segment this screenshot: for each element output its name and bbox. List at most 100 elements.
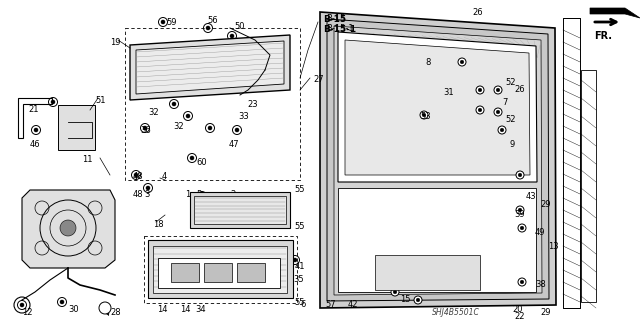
Text: 29: 29: [540, 308, 550, 317]
Polygon shape: [590, 8, 640, 18]
Circle shape: [212, 266, 216, 270]
Circle shape: [208, 126, 212, 130]
Circle shape: [188, 153, 196, 162]
Text: 43: 43: [526, 192, 536, 201]
Circle shape: [170, 243, 179, 253]
Circle shape: [131, 170, 141, 180]
Text: 54: 54: [96, 255, 106, 264]
Circle shape: [500, 128, 504, 132]
Circle shape: [518, 208, 522, 212]
Circle shape: [518, 224, 526, 232]
Text: 49: 49: [535, 228, 545, 237]
Text: 2: 2: [230, 190, 236, 199]
Text: 11: 11: [82, 155, 93, 164]
Text: 1: 1: [185, 190, 190, 199]
Text: 40: 40: [210, 212, 221, 221]
Circle shape: [60, 300, 64, 304]
Text: 44: 44: [171, 248, 182, 257]
Circle shape: [216, 208, 220, 212]
Text: 28: 28: [110, 308, 120, 317]
Text: 10: 10: [28, 195, 38, 204]
Bar: [563, 18, 580, 308]
Circle shape: [172, 102, 176, 106]
Polygon shape: [130, 35, 290, 100]
Circle shape: [31, 125, 40, 135]
Circle shape: [170, 100, 179, 108]
Text: 6: 6: [300, 300, 305, 309]
Polygon shape: [338, 32, 537, 182]
Circle shape: [58, 298, 67, 307]
Text: 7: 7: [502, 98, 508, 107]
Text: 51: 51: [95, 96, 106, 105]
Text: 47: 47: [215, 272, 226, 281]
Circle shape: [293, 258, 297, 262]
Text: 4: 4: [162, 172, 167, 181]
Text: 24: 24: [205, 68, 216, 77]
Circle shape: [186, 114, 190, 118]
Text: 35: 35: [293, 275, 303, 284]
Text: 19: 19: [110, 38, 120, 47]
Circle shape: [156, 88, 160, 92]
Text: 50: 50: [234, 22, 244, 31]
Circle shape: [190, 156, 194, 160]
Polygon shape: [190, 192, 290, 228]
Circle shape: [520, 280, 524, 284]
Circle shape: [478, 108, 482, 112]
Text: 27: 27: [313, 75, 324, 84]
Text: 39: 39: [514, 210, 525, 219]
Text: 48: 48: [133, 190, 143, 199]
Text: 38: 38: [535, 280, 546, 289]
Circle shape: [103, 306, 107, 310]
Text: 47: 47: [229, 140, 239, 149]
Text: 34: 34: [195, 305, 205, 314]
Circle shape: [161, 20, 165, 24]
Circle shape: [214, 205, 223, 214]
Circle shape: [248, 250, 257, 259]
Text: 58: 58: [254, 252, 264, 261]
Polygon shape: [334, 26, 542, 295]
Circle shape: [460, 60, 464, 64]
Text: 41: 41: [295, 262, 305, 271]
Circle shape: [458, 58, 466, 66]
Circle shape: [516, 171, 524, 179]
Circle shape: [86, 110, 90, 114]
Text: 30: 30: [68, 305, 79, 314]
Polygon shape: [58, 105, 95, 150]
Circle shape: [237, 213, 246, 222]
Circle shape: [498, 126, 506, 134]
Text: 37: 37: [150, 88, 161, 97]
Circle shape: [494, 108, 502, 116]
Text: 60: 60: [196, 158, 207, 167]
Text: B-15-1: B-15-1: [323, 25, 356, 34]
Circle shape: [49, 98, 58, 107]
Circle shape: [476, 106, 484, 114]
Circle shape: [232, 125, 241, 135]
Text: B-15: B-15: [323, 15, 346, 24]
Polygon shape: [327, 19, 549, 301]
Circle shape: [86, 141, 90, 145]
Text: 52: 52: [505, 115, 515, 124]
Bar: [581, 70, 596, 302]
Circle shape: [516, 206, 524, 214]
Text: 21: 21: [28, 105, 38, 114]
Text: 17: 17: [148, 278, 159, 287]
Text: 47: 47: [228, 212, 239, 221]
Text: 18: 18: [153, 220, 164, 229]
Text: 9: 9: [510, 140, 515, 149]
Text: 23: 23: [247, 100, 258, 109]
Text: 48: 48: [133, 172, 143, 181]
Polygon shape: [136, 41, 284, 94]
Circle shape: [422, 113, 426, 117]
Circle shape: [476, 86, 484, 94]
Bar: [237, 263, 265, 282]
Bar: [171, 263, 199, 282]
Text: 55: 55: [294, 185, 305, 194]
Text: 46: 46: [30, 140, 40, 149]
Polygon shape: [345, 40, 530, 175]
Circle shape: [64, 110, 68, 114]
Polygon shape: [158, 258, 280, 288]
Circle shape: [520, 226, 524, 230]
Circle shape: [83, 108, 93, 116]
Circle shape: [143, 183, 152, 192]
Polygon shape: [375, 255, 480, 290]
